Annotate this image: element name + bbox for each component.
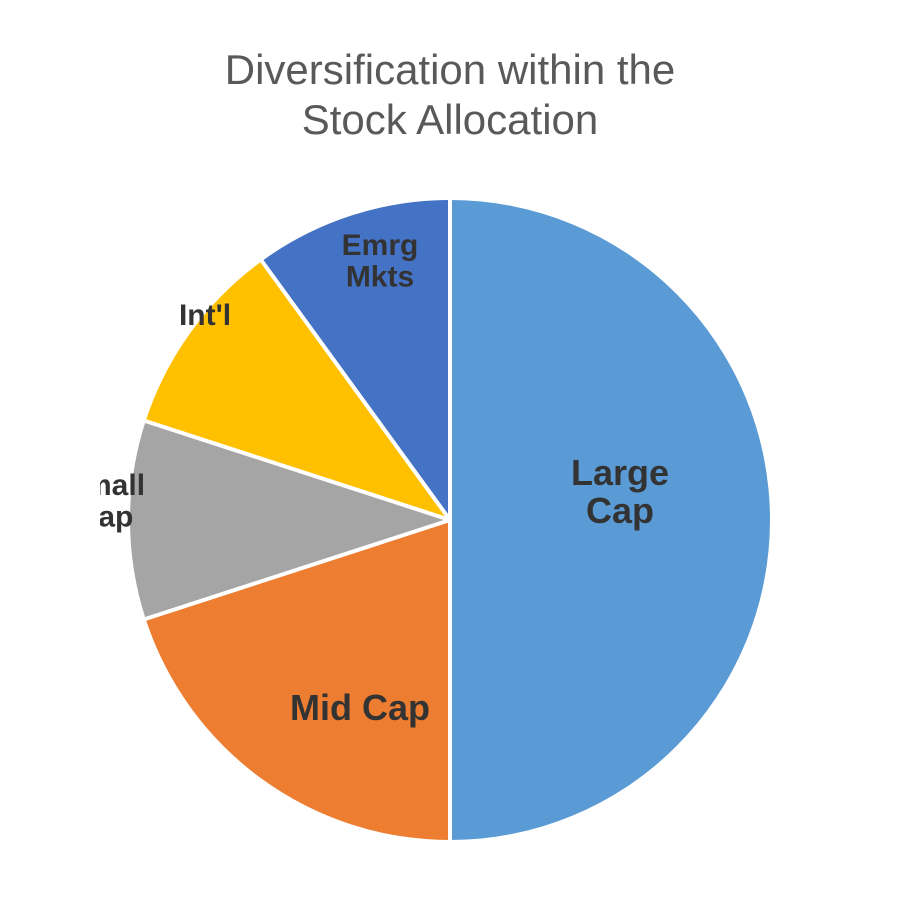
- chart-title-line2: Stock Allocation: [302, 96, 599, 143]
- slice-label-mid-cap: Mid Cap: [290, 687, 430, 728]
- chart-title-line1: Diversification within the: [225, 46, 676, 93]
- chart-title: Diversification within the Stock Allocat…: [0, 45, 900, 146]
- chart-container: Diversification within the Stock Allocat…: [0, 0, 900, 900]
- slice-label-int-l: Int'l: [179, 299, 231, 332]
- slice-label-emrg-mkts: EmrgMkts: [342, 229, 419, 294]
- pie-chart: LargeCapMid CapSmallCapInt'lEmrgMkts: [100, 190, 800, 890]
